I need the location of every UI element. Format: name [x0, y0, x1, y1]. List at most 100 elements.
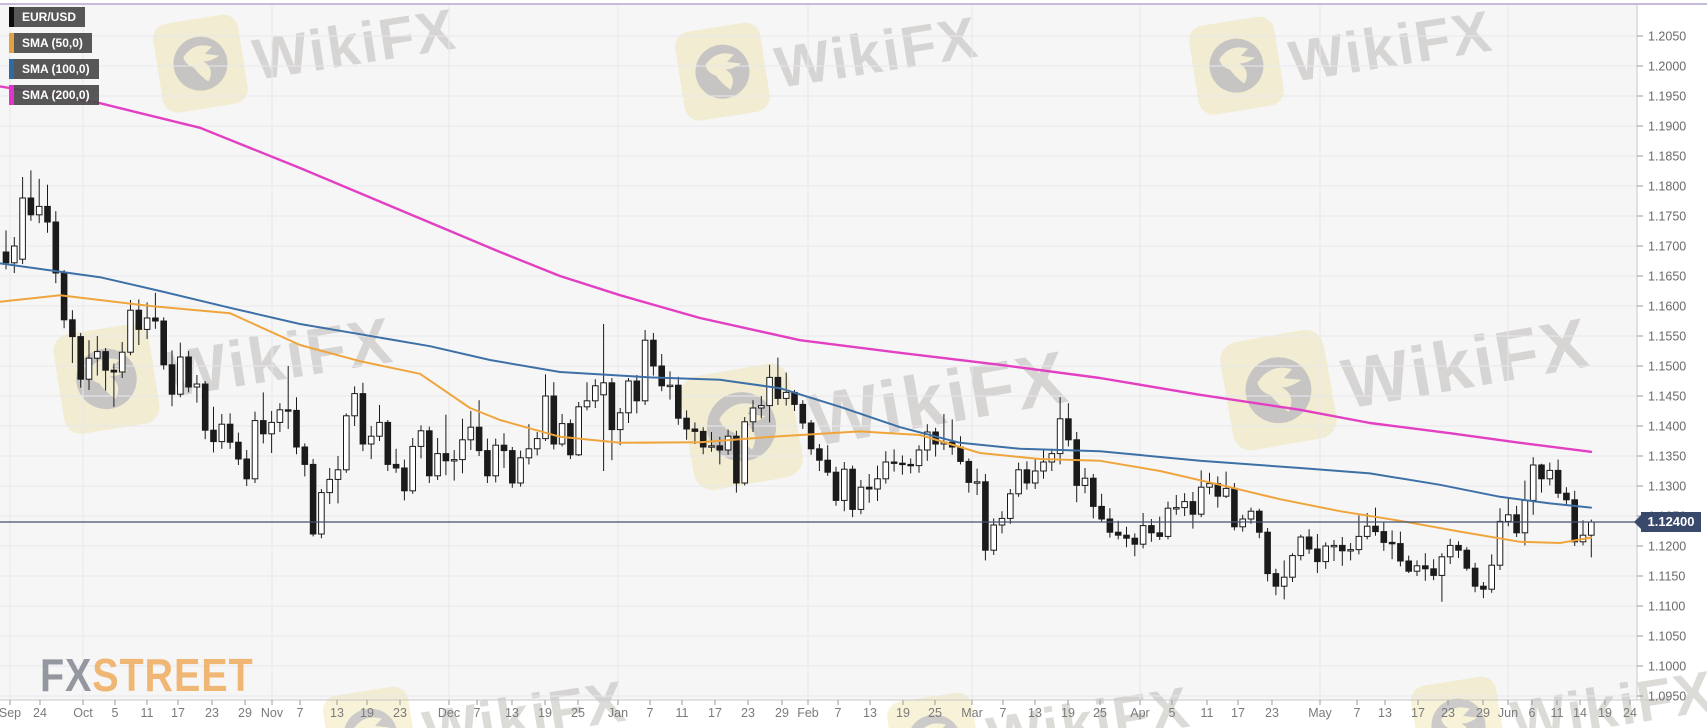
candle-down [69, 319, 76, 338]
candle-down [699, 430, 707, 448]
candle-up [1297, 536, 1305, 557]
candle-down [52, 221, 60, 274]
candle-down [1123, 534, 1130, 539]
fxstreet-logo: FXSTREET [40, 648, 253, 702]
candle-down [284, 409, 292, 412]
candle-up [749, 407, 757, 423]
candle-up [1247, 510, 1255, 520]
candle-up [592, 385, 599, 402]
wikifx-eagle-icon [343, 708, 398, 728]
candle-down [110, 369, 118, 373]
candle-down [392, 463, 400, 469]
candle-down [816, 448, 823, 461]
x-axis-label: 19 [360, 706, 374, 720]
candle-up [417, 430, 425, 447]
x-axis-label: 7 [297, 706, 304, 720]
candle-up [85, 357, 93, 380]
candle-down [235, 441, 242, 460]
candle-up [276, 409, 284, 423]
candle-up [1438, 556, 1446, 576]
candle-up [218, 423, 226, 443]
y-axis-label: 1.1300 [1648, 480, 1686, 494]
candle-up [1181, 501, 1188, 509]
candle-up [409, 445, 416, 492]
overlays-layer [0, 85, 1593, 544]
x-axis-label: 23 [393, 706, 407, 720]
candle-up [641, 339, 649, 402]
gridline-layer [0, 5, 1637, 700]
wikifx-eagle-icon [323, 686, 418, 728]
candle-down [1231, 487, 1238, 528]
candle-down [982, 481, 989, 551]
x-axis-label: 25 [571, 706, 585, 720]
y-axis-label: 1.0950 [1648, 690, 1686, 704]
x-axis-label: 14 [1573, 706, 1587, 720]
y-axis-label: 1.1800 [1648, 180, 1686, 194]
x-axis-label: 17 [1411, 706, 1425, 720]
candle-down [293, 409, 300, 448]
legend-item-sma-50-0[interactable]: SMA (50,0) [9, 33, 92, 53]
candle-up [1496, 520, 1504, 566]
candle-up [35, 205, 43, 216]
candle-up [1322, 545, 1330, 563]
candle-up [1040, 461, 1047, 472]
x-axis-label: Sep [0, 706, 21, 720]
axes-layer: 1.2050 1.2000 1.1950 1.1900 1.1850 1.1800 1.17… [0, 5, 1686, 720]
legend-label: SMA (200,0) [22, 88, 90, 102]
x-axis-label: 17 [1231, 706, 1245, 720]
candle-down [733, 435, 740, 484]
candle-down [1156, 532, 1164, 537]
x-axis-label: 11 [141, 706, 154, 720]
candle-up [1330, 544, 1338, 548]
candle-up [1139, 525, 1147, 545]
y-axis-label: 1.1700 [1648, 240, 1686, 254]
legend-label: SMA (50,0) [22, 36, 83, 50]
candle-up [1413, 565, 1421, 572]
candle-up [1347, 549, 1354, 552]
y-axis-label: 1.1350 [1648, 450, 1686, 464]
candle-down [932, 431, 939, 445]
candle-down [1314, 548, 1321, 563]
x-axis-label: 23 [1441, 706, 1455, 720]
legend-item-sma-200-0[interactable]: SMA (200,0) [9, 85, 99, 105]
y-axis-label: 1.1650 [1648, 270, 1686, 284]
candle-down [1471, 567, 1479, 587]
candle-up [1056, 418, 1064, 455]
x-axis-label: 23 [741, 706, 755, 720]
candle-down [799, 403, 807, 424]
candle-up [841, 468, 848, 501]
candle-down [832, 471, 840, 501]
y-axis-label: 1.1450 [1648, 390, 1686, 404]
candle-down [1455, 544, 1462, 551]
candle-down [442, 453, 450, 462]
sma-200-line [0, 85, 1593, 453]
candle-up [542, 395, 549, 440]
candle-down [509, 450, 516, 484]
candle-down [1372, 525, 1379, 533]
candle-down [160, 320, 167, 366]
candle-down [633, 380, 641, 402]
candle-down [1272, 573, 1280, 587]
wikifx-watermark-text: WikiFX [983, 675, 1195, 728]
candle-up [434, 453, 441, 477]
candle-down [401, 467, 408, 492]
candle-down [77, 336, 85, 380]
candle-down [1131, 537, 1139, 545]
candle-up [575, 406, 583, 456]
legend-color-chip [9, 33, 14, 53]
candle-down [243, 458, 250, 480]
candle-down [484, 450, 491, 477]
candle-down [807, 422, 815, 450]
legend-item-eur-usd[interactable]: EUR/USD [9, 7, 86, 27]
y-axis-label: 1.1500 [1648, 360, 1686, 374]
candle-down [426, 430, 433, 477]
legend-item-sma-100-0[interactable]: SMA (100,0) [9, 59, 99, 79]
candle-up [1280, 576, 1288, 587]
candle-up [193, 383, 201, 388]
candle-down [1106, 518, 1114, 533]
legend-color-chip [9, 85, 14, 105]
candle-down [1513, 514, 1520, 534]
wikifx-eagle-icon [353, 717, 390, 728]
candle-down [675, 384, 682, 419]
